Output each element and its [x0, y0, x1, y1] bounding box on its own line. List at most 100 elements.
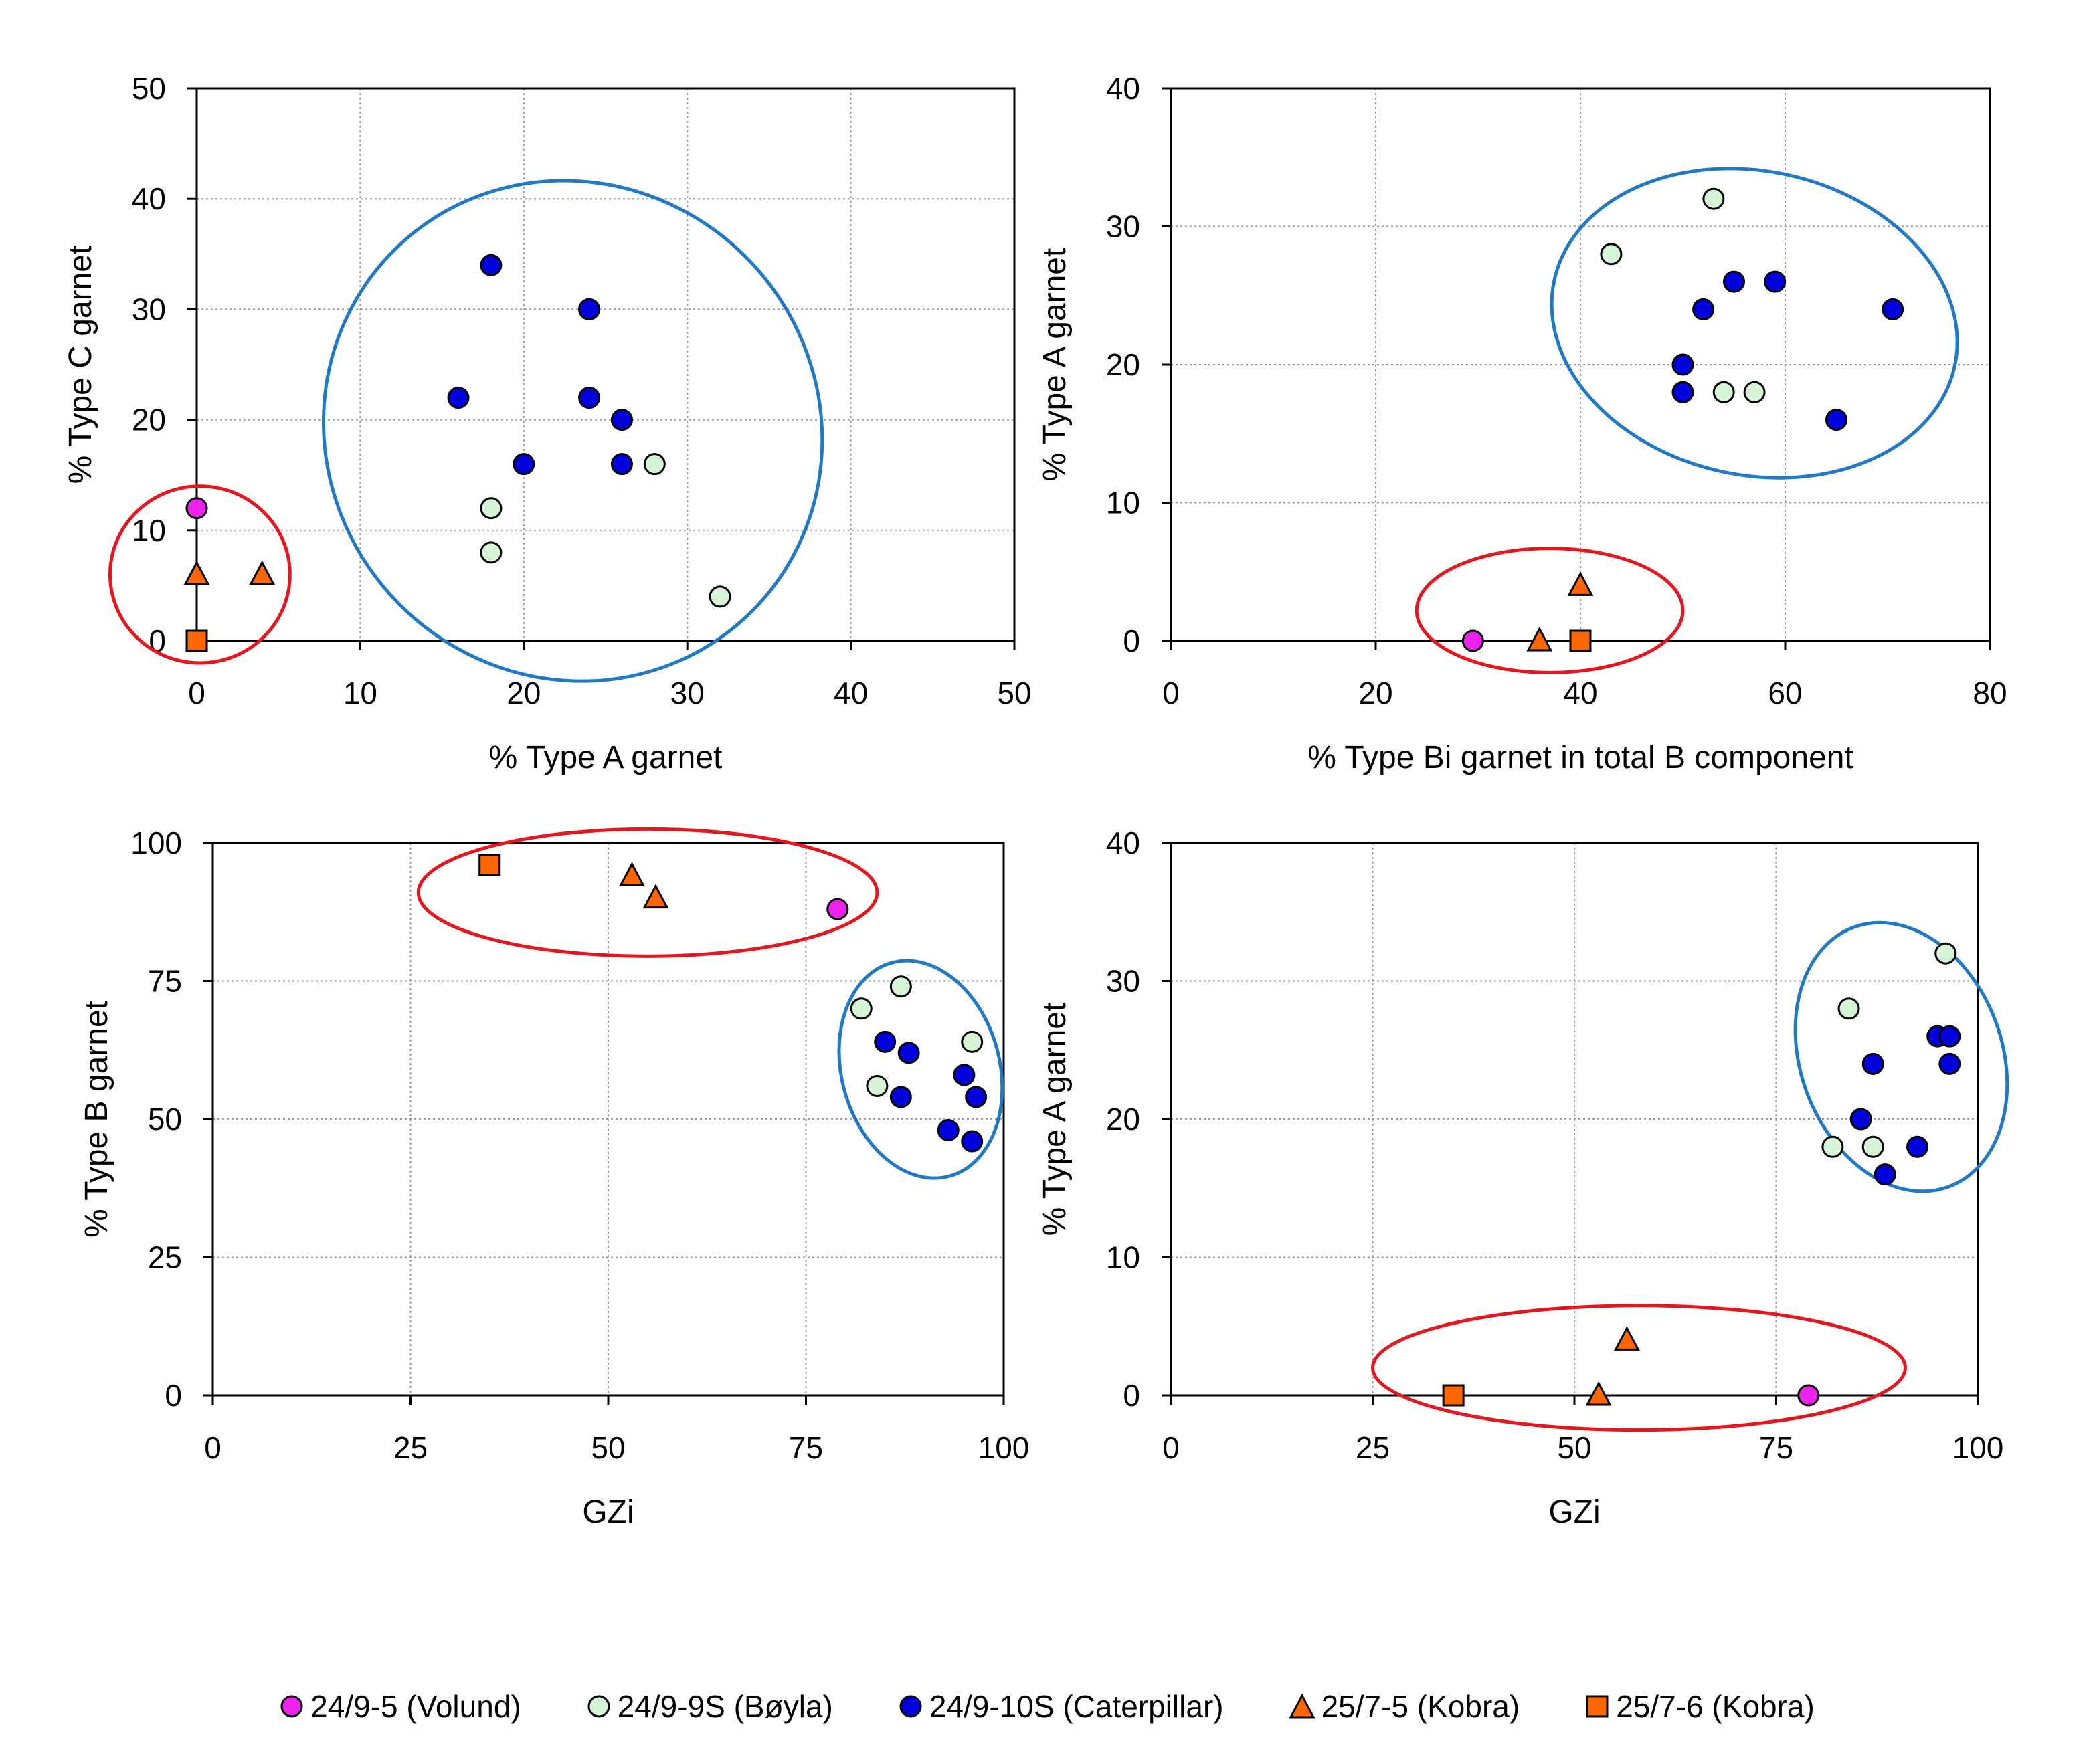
x-tick-label: 40 [834, 676, 868, 710]
x-axis-title: GZi [1548, 1494, 1600, 1530]
legend-label: 24/9-10S (Caterpillar) [929, 1689, 1224, 1724]
legend-marker-circle-icon [899, 1695, 922, 1718]
data-point-circle [1934, 942, 1957, 965]
y-tick-label: 10 [132, 513, 166, 548]
x-tick-label: 20 [507, 676, 541, 710]
x-tick-label: 60 [1768, 676, 1802, 710]
y-tick-label: 25 [148, 1240, 182, 1275]
data-point-circle [1712, 381, 1735, 403]
y-tick-label: 30 [1106, 964, 1140, 999]
data-point-circle [578, 298, 601, 320]
data-point-circle [1764, 270, 1787, 293]
data-point-circle [953, 1064, 976, 1086]
data-point-circle [1825, 409, 1847, 431]
x-tick-label: 30 [670, 676, 705, 710]
y-tick-label: 40 [132, 181, 166, 216]
x-axis-title: % Type Bi garnet in total B component [1307, 740, 1853, 775]
data-point-triangle [618, 862, 645, 887]
legend-label: 24/9-9S (Bøyla) [617, 1689, 833, 1724]
data-point-circle [1692, 298, 1715, 320]
data-point-circle [965, 1086, 988, 1108]
cluster-ellipse-blue [837, 959, 1004, 1180]
legend-item-kobra-25-7-6: 25/7-6 (Kobra) [1584, 1688, 1815, 1725]
data-point-square [1569, 629, 1592, 652]
legend-marker-circle-icon [280, 1695, 303, 1718]
data-point-circle [447, 387, 470, 409]
data-point-circle [874, 1030, 897, 1053]
data-point-circle [480, 497, 503, 520]
cluster-ellipse-red [416, 827, 879, 958]
legend-item-caterpillar: 24/9-10S (Caterpillar) [897, 1688, 1224, 1725]
data-point-triangle [249, 560, 276, 585]
legend: 24/9-5 (Volund) 24/9-9S (Bøyla) 24/9-10S… [0, 1670, 2093, 1743]
data-point-triangle [1585, 1381, 1612, 1406]
y-tick-label: 75 [148, 964, 182, 999]
legend-label: 24/9-5 (Volund) [310, 1689, 521, 1724]
data-point-circle [185, 497, 208, 520]
data-point-circle [1461, 629, 1484, 652]
data-point-circle [1743, 381, 1766, 403]
chart-panel-3: 0 25 50 75 100 0 25 50 75 100 GZi % Type B garnet [79, 825, 1029, 1530]
legend-marker-circle-icon [587, 1695, 610, 1718]
data-point-circle [1938, 1052, 1961, 1075]
y-tick-label: 40 [1106, 825, 1140, 860]
x-axis-title: % Type A garnet [489, 740, 723, 775]
y-tick-label: 0 [1123, 623, 1140, 658]
x-tick-label: 100 [1952, 1430, 2004, 1465]
data-point-circle [610, 409, 633, 431]
legend-item-kobra-25-7-5: 25/7-5 (Kobra) [1288, 1688, 1520, 1725]
x-tick-label: 75 [789, 1430, 823, 1465]
legend-label: 25/7-5 (Kobra) [1321, 1689, 1520, 1724]
data-point-circle [480, 541, 503, 564]
y-tick-label: 50 [148, 1102, 182, 1137]
data-point-circle [1723, 270, 1745, 293]
data-point-circle [1882, 298, 1904, 320]
y-tick-label: 30 [1106, 209, 1140, 244]
data-point-circle [1938, 1025, 1961, 1048]
data-point-circle [1671, 353, 1694, 376]
chart-panel-2: 0 20 40 60 80 0 10 20 30 40 % Type Bi garnet in to… [1037, 71, 2007, 775]
data-point-circle [889, 1086, 912, 1108]
y-tick-label: 20 [1106, 347, 1140, 382]
data-point-circle [610, 453, 633, 476]
y-tick-label: 10 [1106, 486, 1140, 520]
legend-item-boyla: 24/9-9S (Bøyla) [585, 1688, 833, 1725]
x-tick-label: 0 [1162, 1430, 1180, 1465]
data-point-circle [866, 1074, 889, 1097]
data-point-circle [1671, 381, 1694, 403]
data-point-triangle [1613, 1326, 1640, 1351]
data-point-square [185, 629, 208, 652]
cluster-ellipse-red [1371, 1304, 1907, 1432]
data-point-circle [578, 387, 601, 409]
data-point-triangle [642, 884, 669, 909]
cluster-ellipse-red [1415, 547, 1685, 674]
chart-panel-4: 0 25 50 75 100 0 10 20 30 40 GZi % Type A garnet [1037, 825, 2009, 1530]
x-tick-label: 50 [591, 1430, 625, 1465]
data-point-circle [1849, 1108, 1872, 1131]
y-tick-label: 20 [132, 403, 166, 437]
data-point-circle [1702, 187, 1725, 210]
y-tick-label: 0 [1123, 1378, 1140, 1413]
legend-item-volund: 24/9-5 (Volund) [278, 1688, 521, 1725]
legend-label: 25/7-6 (Kobra) [1616, 1689, 1815, 1724]
data-point-circle [850, 997, 873, 1020]
cluster-ellipse-blue [321, 179, 824, 683]
data-point-triangle [1526, 626, 1553, 652]
data-point-circle [709, 585, 731, 608]
data-point-circle [1874, 1163, 1896, 1186]
x-tick-label: 50 [1557, 1430, 1591, 1465]
cluster-ellipse-blue [1550, 167, 1959, 480]
x-tick-label: 20 [1358, 676, 1392, 710]
data-point-circle [1837, 997, 1860, 1020]
x-tick-label: 25 [393, 1430, 428, 1465]
y-tick-label: 50 [132, 71, 166, 106]
data-point-circle [1861, 1135, 1884, 1158]
y-axis-title: % Type A garnet [1037, 1003, 1073, 1236]
y-tick-label: 10 [1106, 1240, 1140, 1275]
plot-frame [195, 87, 1016, 642]
data-point-circle [643, 453, 666, 476]
x-tick-label: 10 [343, 676, 377, 710]
x-tick-label: 0 [188, 676, 205, 710]
x-tick-label: 100 [978, 1430, 1030, 1465]
cluster-ellipse-red [108, 484, 292, 665]
